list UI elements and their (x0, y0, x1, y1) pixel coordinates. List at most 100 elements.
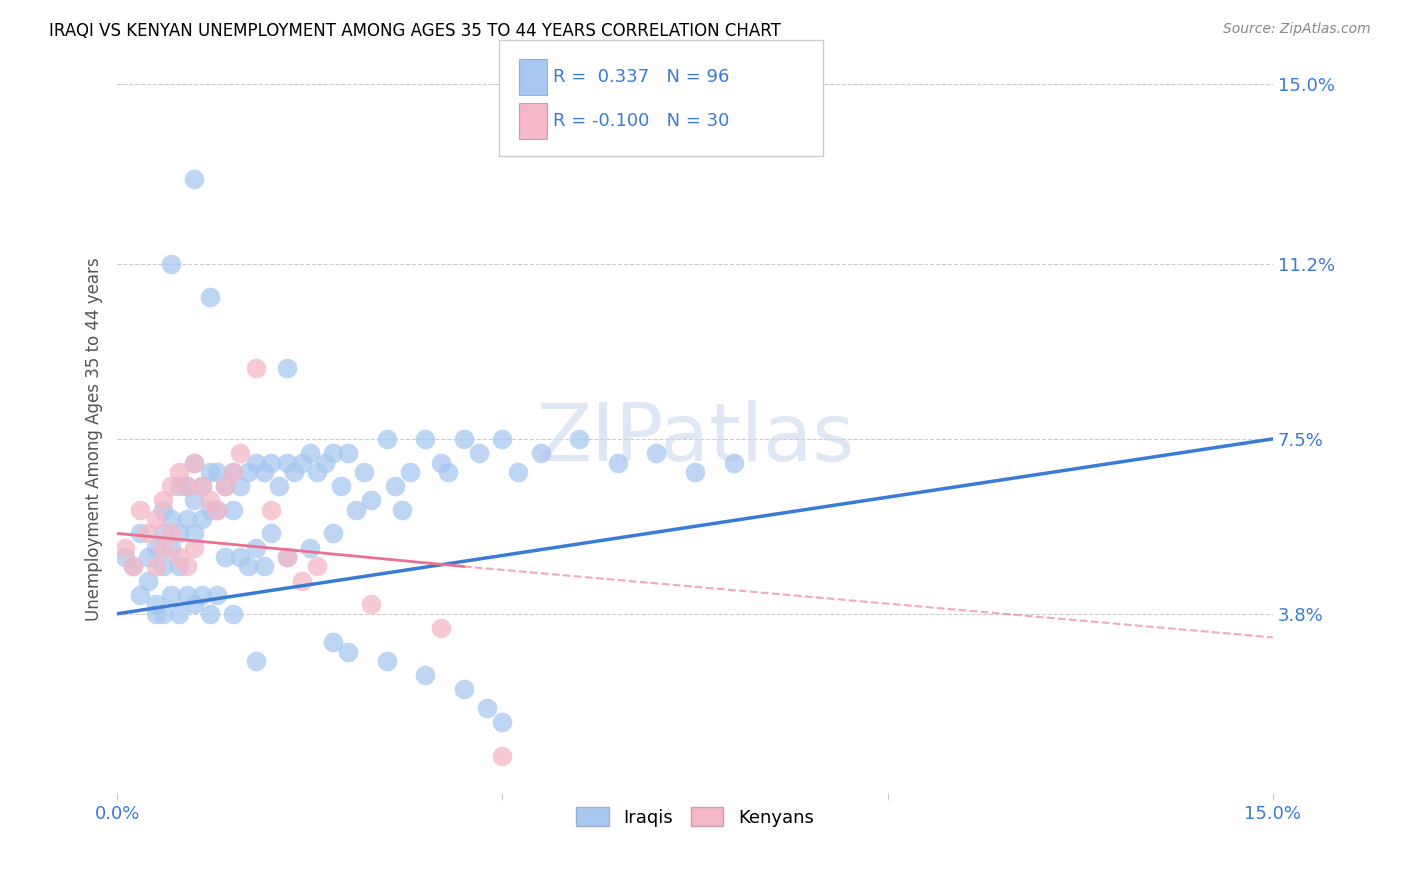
Point (176, 479, 198, 493)
Point (683, 465, 706, 479)
Point (344, 503, 367, 517)
Point (236, 559, 259, 574)
Point (415, 668, 437, 682)
Point (183, 493, 205, 508)
Point (145, 512, 167, 526)
Point (276, 361, 298, 376)
Point (176, 588, 198, 602)
Point (291, 456, 314, 470)
Point (298, 446, 321, 460)
Point (723, 456, 745, 470)
Point (252, 465, 274, 479)
Point (129, 503, 152, 517)
Point (260, 503, 283, 517)
Point (491, 748, 513, 763)
Point (298, 541, 321, 555)
Point (252, 559, 274, 574)
Point (145, 541, 167, 555)
Point (152, 559, 174, 574)
Point (167, 549, 190, 564)
Point (129, 588, 152, 602)
Text: R =  0.337   N = 96: R = 0.337 N = 96 (553, 68, 728, 86)
Point (183, 172, 205, 186)
Y-axis label: Unemployment Among Ages 35 to 44 years: Unemployment Among Ages 35 to 44 years (86, 257, 103, 621)
Point (183, 456, 205, 470)
Point (176, 559, 198, 574)
Point (276, 549, 298, 564)
Point (152, 541, 174, 555)
Point (136, 526, 159, 541)
Point (145, 607, 167, 621)
Text: ZIPatlas: ZIPatlas (536, 400, 853, 478)
Point (152, 607, 174, 621)
Point (375, 654, 398, 668)
Point (229, 549, 252, 564)
Point (207, 503, 229, 517)
Point (183, 456, 205, 470)
Point (245, 654, 267, 668)
Point (429, 456, 451, 470)
Point (506, 465, 529, 479)
Point (152, 526, 174, 541)
Point (167, 607, 190, 621)
Point (167, 479, 190, 493)
Point (245, 541, 267, 555)
Point (207, 465, 229, 479)
Point (191, 512, 214, 526)
Point (353, 465, 375, 479)
Point (530, 446, 553, 460)
Point (276, 549, 298, 564)
Point (152, 503, 174, 517)
Point (121, 559, 143, 574)
Point (329, 479, 352, 493)
Point (384, 479, 406, 493)
Text: Source: ZipAtlas.com: Source: ZipAtlas.com (1223, 22, 1371, 37)
Point (322, 635, 344, 649)
Point (160, 541, 183, 555)
Point (314, 456, 336, 470)
Point (145, 597, 167, 611)
Point (360, 597, 382, 611)
Point (229, 446, 252, 460)
Point (222, 607, 245, 621)
Point (222, 465, 245, 479)
Point (375, 432, 398, 446)
Point (468, 446, 491, 460)
Point (121, 559, 143, 574)
Point (207, 503, 229, 517)
Point (136, 574, 159, 588)
Point (176, 479, 198, 493)
Point (337, 446, 360, 460)
Point (322, 446, 344, 460)
Point (207, 588, 229, 602)
Point (322, 526, 344, 541)
Point (260, 526, 283, 541)
Point (160, 512, 183, 526)
Point (198, 503, 221, 517)
Point (167, 526, 190, 541)
Point (191, 588, 214, 602)
Point (415, 432, 437, 446)
Point (337, 644, 360, 658)
Point (307, 465, 329, 479)
Point (260, 456, 283, 470)
Point (291, 574, 314, 588)
Point (437, 465, 460, 479)
Point (183, 541, 205, 555)
Point (160, 526, 183, 541)
Point (191, 479, 214, 493)
Point (236, 465, 259, 479)
Point (129, 526, 152, 541)
Point (475, 701, 498, 715)
Point (491, 715, 513, 730)
Point (176, 512, 198, 526)
Point (198, 607, 221, 621)
Point (167, 465, 190, 479)
Legend: Iraqis, Kenyans: Iraqis, Kenyans (569, 800, 821, 834)
Point (645, 446, 668, 460)
Point (191, 479, 214, 493)
Point (114, 549, 136, 564)
Point (391, 503, 413, 517)
Text: R = -0.100   N = 30: R = -0.100 N = 30 (553, 112, 728, 130)
Point (167, 559, 190, 574)
